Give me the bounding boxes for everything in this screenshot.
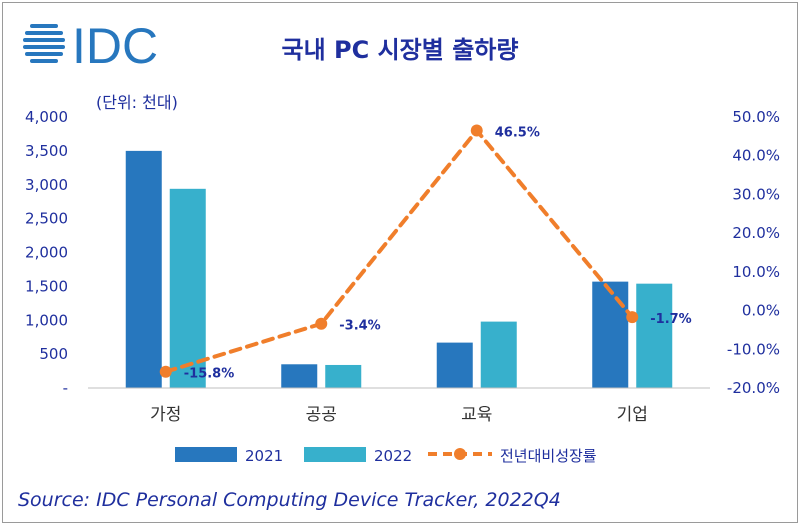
legend-label-2022: 2022 (374, 447, 412, 465)
axes-group: - 500 1,000 1,500 2,000 2,500 3,000 3,500 4,000 -… (25, 108, 780, 425)
bar-2022 (636, 283, 673, 388)
growth-data-label: -1.7% (650, 312, 691, 327)
category-label: 공공 (306, 405, 337, 425)
legend: 2021 2022 전년대비성장률 (175, 447, 597, 465)
bars-group (125, 150, 673, 388)
y-right-tick-label: -10.0% (727, 340, 780, 358)
growth-data-label: -3.4% (339, 319, 380, 334)
y-right-tick-label: 50.0% (732, 108, 780, 126)
y-right-tick-label: 20.0% (732, 224, 780, 242)
growth-point (159, 365, 172, 378)
chart-title: 국내 PC 시장별 출하량 (282, 36, 519, 64)
growth-line-group: -15.8% -3.4% 46.5% -1.7% (159, 124, 692, 382)
legend-marker-growth (454, 448, 466, 460)
idc-logo: IDC (23, 18, 158, 70)
y-left-tick-label: 2,000 (25, 244, 68, 262)
bar-2021 (436, 342, 473, 388)
bar-2022 (169, 188, 206, 388)
growth-line (163, 127, 635, 374)
bar-2021 (592, 281, 629, 388)
y-right-tick-label: 10.0% (732, 263, 780, 281)
y-left-tick-label: 4,000 (25, 108, 68, 126)
bar-2021 (281, 364, 318, 388)
y-left-tick-label: 1,000 (25, 311, 68, 329)
legend-swatch-2022 (304, 447, 366, 462)
y-left-tick-label: 500 (39, 345, 68, 363)
y-left-tick-label: - (63, 379, 68, 397)
growth-data-label: 46.5% (495, 126, 540, 141)
logo-text: IDC (72, 18, 158, 70)
legend-label-growth: 전년대비성장률 (500, 447, 597, 465)
category-label: 가정 (150, 405, 181, 425)
y-right-tick-label: -20.0% (727, 379, 780, 397)
category-label: 기업 (617, 405, 648, 425)
y-left-tick-label: 2,500 (25, 210, 68, 228)
bar-2022 (480, 321, 517, 388)
bar-2022 (325, 364, 362, 388)
growth-point (315, 317, 328, 330)
legend-swatch-2021 (175, 447, 237, 462)
growth-point (470, 124, 483, 137)
growth-point (626, 311, 639, 324)
category-label: 교육 (461, 405, 492, 425)
bar-2021 (125, 150, 162, 388)
growth-data-label: -15.8% (184, 367, 235, 382)
y-left-tick-label: 3,500 (25, 142, 68, 160)
source-note: Source: IDC Personal Computing Device Tr… (18, 489, 561, 511)
y-right-tick-label: 30.0% (732, 185, 780, 203)
y-right-tick-label: 40.0% (732, 147, 780, 165)
unit-label: (단위: 천대) (96, 93, 178, 112)
y-right-tick-label: 0.0% (742, 302, 780, 320)
legend-label-2021: 2021 (245, 447, 283, 465)
globe-icon (23, 24, 65, 63)
y-left-tick-label: 1,500 (25, 277, 68, 295)
y-left-tick-label: 3,000 (25, 176, 68, 194)
